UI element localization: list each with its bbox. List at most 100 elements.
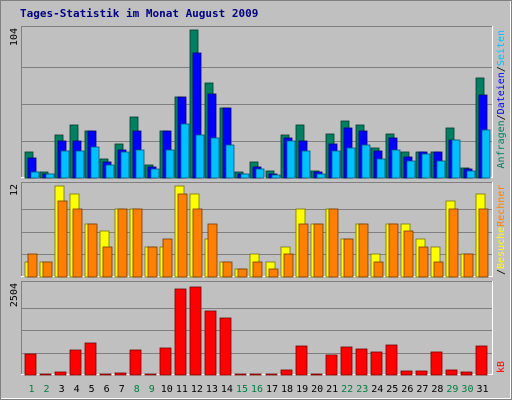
kb-legend-label: kB xyxy=(496,361,507,373)
kb-bar-kb-day-25 xyxy=(385,344,398,376)
visits-bar-rechner-day-5 xyxy=(87,223,98,278)
visits-bar-rechner-day-19 xyxy=(298,223,309,278)
kb-bar-kb-day-9 xyxy=(144,373,157,376)
visits-bar-rechner-day-13 xyxy=(207,223,218,278)
hits-bar-seiten-day-26 xyxy=(406,160,416,179)
hits-legend-label: Anfragen/Dateien/Seiten xyxy=(496,30,507,169)
kb-bar-kb-day-19 xyxy=(295,345,308,376)
visits-bar-rechner-day-2 xyxy=(42,261,53,278)
kb-bar-kb-day-3 xyxy=(54,371,67,376)
kb-bar-kb-day-1 xyxy=(24,353,37,376)
hits-bar-seiten-day-29 xyxy=(451,139,461,179)
kb-bar-kb-day-10 xyxy=(159,347,172,376)
kb-bar-kb-day-18 xyxy=(280,369,293,376)
visits-bar-rechner-day-17 xyxy=(268,268,279,278)
x-tick-day-31: 31 xyxy=(476,384,488,395)
kb-bar-kb-day-31 xyxy=(475,345,488,376)
kb-bar-kb-day-13 xyxy=(204,310,217,376)
x-tick-day-21: 21 xyxy=(326,384,338,395)
legend-part: Anfragen xyxy=(496,120,507,168)
x-tick-day-24: 24 xyxy=(371,384,383,395)
hits-bar-seiten-day-30 xyxy=(466,170,476,179)
kb-bar-kb-day-20 xyxy=(310,373,323,376)
visits-bar-rechner-day-22 xyxy=(343,238,354,278)
visits-bar-rechner-day-30 xyxy=(463,253,474,278)
x-tick-day-7: 7 xyxy=(119,384,125,395)
x-tick-day-3: 3 xyxy=(59,384,65,395)
visits-bar-rechner-day-20 xyxy=(313,223,324,278)
x-tick-day-17: 17 xyxy=(266,384,278,395)
hits-bar-seiten-day-28 xyxy=(436,160,446,179)
visits-bar-rechner-day-11 xyxy=(177,193,188,278)
visits-bar-rechner-day-23 xyxy=(358,223,369,278)
x-tick-day-23: 23 xyxy=(356,384,368,395)
visits-bar-rechner-day-28 xyxy=(433,261,444,278)
legend-part: Besuche xyxy=(496,227,507,269)
hits-bar-seiten-day-13 xyxy=(210,137,220,179)
hits-bar-seiten-day-17 xyxy=(271,174,281,179)
kb-bar-kb-day-23 xyxy=(355,348,368,376)
hits-plot-area xyxy=(21,26,493,178)
visits-bar-rechner-day-29 xyxy=(448,208,459,278)
x-tick-day-12: 12 xyxy=(191,384,203,395)
visits-bar-rechner-day-1 xyxy=(27,253,38,278)
legend-part: Seiten xyxy=(496,30,507,66)
hits-bar-seiten-day-19 xyxy=(301,150,311,179)
visits-bar-rechner-day-21 xyxy=(328,208,339,278)
visits-bar-rechner-day-31 xyxy=(478,208,489,278)
kb-bar-kb-day-6 xyxy=(99,373,112,376)
hits-bar-seiten-day-12 xyxy=(195,134,205,179)
legend-part: / xyxy=(496,114,507,120)
hits-bar-seiten-day-23 xyxy=(361,144,371,179)
visits-legend-label: /BesucheRechner xyxy=(496,185,507,275)
hits-bar-seiten-day-1 xyxy=(30,171,40,179)
hits-bar-seiten-day-7 xyxy=(120,151,130,179)
x-tick-day-2: 2 xyxy=(44,384,50,395)
x-tick-day-6: 6 xyxy=(104,384,110,395)
visits-bar-rechner-day-12 xyxy=(192,208,203,278)
visits-bar-rechner-day-7 xyxy=(117,208,128,278)
kb-bar-kb-day-8 xyxy=(129,349,142,376)
hits-bar-seiten-day-4 xyxy=(75,150,85,179)
kb-bar-kb-day-15 xyxy=(234,373,247,376)
x-tick-day-4: 4 xyxy=(74,384,80,395)
kb-bar-kb-day-4 xyxy=(69,349,82,376)
visits-bar-rechner-day-6 xyxy=(102,246,113,278)
visits-bar-rechner-day-9 xyxy=(147,246,158,278)
kb-panel: 2504 kB xyxy=(9,281,507,376)
visits-bar-rechner-day-26 xyxy=(403,230,414,278)
x-tick-day-25: 25 xyxy=(386,384,398,395)
visits-bar-rechner-day-4 xyxy=(72,208,83,278)
hits-bar-seiten-day-3 xyxy=(60,150,70,179)
kb-plot-area xyxy=(21,281,493,375)
hits-bar-seiten-day-14 xyxy=(225,144,235,179)
kb-bar-kb-day-21 xyxy=(325,354,338,376)
x-tick-day-8: 8 xyxy=(134,384,140,395)
visits-bar-rechner-day-3 xyxy=(57,200,68,278)
x-tick-day-28: 28 xyxy=(431,384,443,395)
kb-bar-kb-day-22 xyxy=(340,346,353,376)
kb-bar-kb-day-5 xyxy=(84,342,97,376)
visits-bar-rechner-day-8 xyxy=(132,208,143,278)
hits-bar-seiten-day-2 xyxy=(45,173,55,179)
visits-panel: 12/BesucheRechner xyxy=(9,182,507,278)
hits-bar-seiten-day-8 xyxy=(135,149,145,179)
legend-part: kB xyxy=(496,361,507,373)
hits-ymax-label: 104 xyxy=(9,28,20,46)
legend-part: / xyxy=(496,269,507,275)
legend-part: Rechner xyxy=(496,185,507,227)
x-tick-day-29: 29 xyxy=(446,384,458,395)
hits-bar-seiten-day-11 xyxy=(180,123,190,179)
visits-bar-rechner-day-25 xyxy=(388,223,399,278)
kb-bar-kb-day-27 xyxy=(415,370,428,376)
legend-part: Dateien xyxy=(496,72,507,114)
hits-bar-seiten-day-20 xyxy=(316,173,326,179)
hits-bar-seiten-day-21 xyxy=(331,150,341,179)
x-tick-day-20: 20 xyxy=(311,384,323,395)
kb-bar-kb-day-30 xyxy=(460,371,473,376)
kb-bar-kb-day-12 xyxy=(189,286,202,376)
kb-bar-kb-day-7 xyxy=(114,372,127,376)
hits-bar-seiten-day-6 xyxy=(105,164,115,179)
